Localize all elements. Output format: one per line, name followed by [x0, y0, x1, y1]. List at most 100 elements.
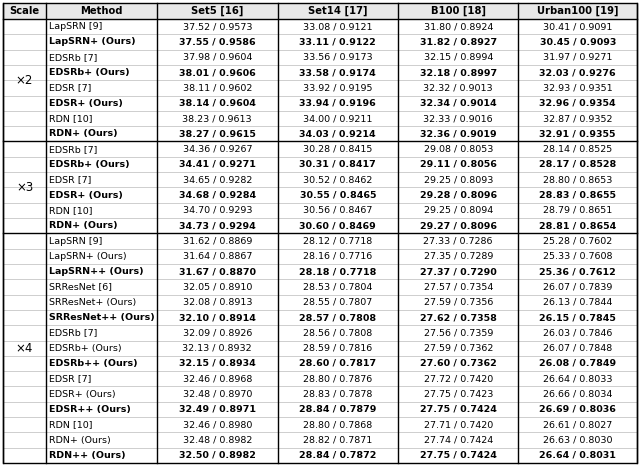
Text: 25.36 / 0.7612: 25.36 / 0.7612	[540, 267, 616, 276]
Text: 31.64 / 0.8867: 31.64 / 0.8867	[182, 252, 252, 261]
Text: 32.05 / 0.8910: 32.05 / 0.8910	[182, 282, 252, 291]
Text: 34.36 / 0.9267: 34.36 / 0.9267	[182, 144, 252, 154]
Text: 32.13 / 0.8932: 32.13 / 0.8932	[182, 343, 252, 353]
Text: 28.12 / 0.7718: 28.12 / 0.7718	[303, 237, 372, 246]
Text: 25.28 / 0.7602: 25.28 / 0.7602	[543, 237, 612, 246]
Text: 26.07 / 0.7848: 26.07 / 0.7848	[543, 343, 612, 353]
Text: 27.75 / 0.7423: 27.75 / 0.7423	[424, 390, 493, 398]
Text: Urban100 [19]: Urban100 [19]	[537, 6, 618, 16]
Text: EDSRb [7]: EDSRb [7]	[49, 53, 97, 62]
Text: B100 [18]: B100 [18]	[431, 6, 486, 16]
Text: 31.62 / 0.8869: 31.62 / 0.8869	[182, 237, 252, 246]
Text: 34.03 / 0.9214: 34.03 / 0.9214	[300, 130, 376, 138]
Text: 28.18 / 0.7718: 28.18 / 0.7718	[299, 267, 376, 276]
Text: 34.70 / 0.9293: 34.70 / 0.9293	[182, 206, 252, 215]
Text: 27.59 / 0.7356: 27.59 / 0.7356	[424, 298, 493, 307]
Text: SRResNet+ (Ours): SRResNet+ (Ours)	[49, 298, 136, 307]
Text: 38.01 / 0.9606: 38.01 / 0.9606	[179, 68, 255, 77]
Text: 26.03 / 0.7846: 26.03 / 0.7846	[543, 329, 612, 337]
Text: 34.41 / 0.9271: 34.41 / 0.9271	[179, 160, 256, 169]
Text: Scale: Scale	[10, 6, 40, 16]
Text: 32.08 / 0.8913: 32.08 / 0.8913	[182, 298, 252, 307]
Text: 27.35 / 0.7289: 27.35 / 0.7289	[424, 252, 493, 261]
Text: RDN [10]: RDN [10]	[49, 420, 93, 429]
Text: 28.17 / 0.8528: 28.17 / 0.8528	[539, 160, 616, 169]
Text: 28.83 / 0.7878: 28.83 / 0.7878	[303, 390, 372, 398]
Text: Set5 [16]: Set5 [16]	[191, 6, 243, 16]
Text: LapSRN+ (Ours): LapSRN+ (Ours)	[49, 37, 136, 47]
Text: 32.03 / 0.9276: 32.03 / 0.9276	[540, 68, 616, 77]
Text: 37.98 / 0.9604: 37.98 / 0.9604	[182, 53, 252, 62]
Text: 38.11 / 0.9602: 38.11 / 0.9602	[182, 83, 252, 92]
Text: 32.46 / 0.8980: 32.46 / 0.8980	[182, 420, 252, 429]
Text: 30.45 / 0.9093: 30.45 / 0.9093	[540, 37, 616, 47]
Text: EDSR [7]: EDSR [7]	[49, 374, 92, 384]
Text: 28.84 / 0.7879: 28.84 / 0.7879	[299, 405, 376, 414]
Text: 34.68 / 0.9284: 34.68 / 0.9284	[179, 191, 256, 199]
Text: 29.08 / 0.8053: 29.08 / 0.8053	[424, 144, 493, 154]
Text: 31.82 / 0.8927: 31.82 / 0.8927	[420, 37, 497, 47]
Text: 27.75 / 0.7424: 27.75 / 0.7424	[420, 405, 497, 414]
Text: 30.41 / 0.9091: 30.41 / 0.9091	[543, 22, 612, 31]
Text: 26.63 / 0.8030: 26.63 / 0.8030	[543, 436, 612, 445]
Text: 28.80 / 0.7876: 28.80 / 0.7876	[303, 374, 372, 384]
Text: 32.18 / 0.8997: 32.18 / 0.8997	[420, 68, 497, 77]
Bar	[3, 3, 637, 19]
Text: 34.65 / 0.9282: 34.65 / 0.9282	[182, 175, 252, 184]
Text: 34.00 / 0.9211: 34.00 / 0.9211	[303, 114, 372, 123]
Text: LapSRN [9]: LapSRN [9]	[49, 237, 102, 246]
Text: ×4: ×4	[16, 342, 33, 355]
Text: 28.59 / 0.7816: 28.59 / 0.7816	[303, 343, 372, 353]
Text: 27.71 / 0.7420: 27.71 / 0.7420	[424, 420, 493, 429]
Text: 27.72 / 0.7420: 27.72 / 0.7420	[424, 374, 493, 384]
Text: 32.46 / 0.8968: 32.46 / 0.8968	[182, 374, 252, 384]
Text: 33.11 / 0.9122: 33.11 / 0.9122	[300, 37, 376, 47]
Text: LapSRN+ (Ours): LapSRN+ (Ours)	[49, 252, 127, 261]
Text: 33.08 / 0.9121: 33.08 / 0.9121	[303, 22, 372, 31]
Text: LapSRN++ (Ours): LapSRN++ (Ours)	[49, 267, 144, 276]
Text: 33.94 / 0.9196: 33.94 / 0.9196	[300, 99, 376, 108]
Text: RDN [10]: RDN [10]	[49, 206, 93, 215]
Text: RDN+ (Ours): RDN+ (Ours)	[49, 221, 118, 230]
Text: 26.64 / 0.8033: 26.64 / 0.8033	[543, 374, 612, 384]
Text: 27.75 / 0.7424: 27.75 / 0.7424	[420, 451, 497, 460]
Text: 27.37 / 0.7290: 27.37 / 0.7290	[420, 267, 497, 276]
Text: 32.15 / 0.8994: 32.15 / 0.8994	[424, 53, 493, 62]
Text: 38.23 / 0.9613: 38.23 / 0.9613	[182, 114, 252, 123]
Text: RDN++ (Ours): RDN++ (Ours)	[49, 451, 125, 460]
Text: EDSRb+ (Ours): EDSRb+ (Ours)	[49, 343, 122, 353]
Text: 32.33 / 0.9016: 32.33 / 0.9016	[424, 114, 493, 123]
Text: EDSRb [7]: EDSRb [7]	[49, 144, 97, 154]
Text: 32.09 / 0.8926: 32.09 / 0.8926	[182, 329, 252, 337]
Text: 28.14 / 0.8525: 28.14 / 0.8525	[543, 144, 612, 154]
Text: 31.80 / 0.8924: 31.80 / 0.8924	[424, 22, 493, 31]
Text: 28.84 / 0.7872: 28.84 / 0.7872	[299, 451, 376, 460]
Text: 26.69 / 0.8036: 26.69 / 0.8036	[540, 405, 616, 414]
Text: 27.62 / 0.7358: 27.62 / 0.7358	[420, 313, 497, 322]
Text: 32.87 / 0.9352: 32.87 / 0.9352	[543, 114, 612, 123]
Text: 28.82 / 0.7871: 28.82 / 0.7871	[303, 436, 372, 445]
Text: 28.60 / 0.7817: 28.60 / 0.7817	[299, 359, 376, 368]
Text: 31.97 / 0.9271: 31.97 / 0.9271	[543, 53, 612, 62]
Text: EDSR+ (Ours): EDSR+ (Ours)	[49, 99, 123, 108]
Text: Method: Method	[81, 6, 123, 16]
Text: 28.55 / 0.7807: 28.55 / 0.7807	[303, 298, 372, 307]
Text: 34.73 / 0.9294: 34.73 / 0.9294	[179, 221, 255, 230]
Text: ×2: ×2	[16, 74, 33, 87]
Text: RDN+ (Ours): RDN+ (Ours)	[49, 436, 111, 445]
Text: 28.80 / 0.7868: 28.80 / 0.7868	[303, 420, 372, 429]
Text: EDSR++ (Ours): EDSR++ (Ours)	[49, 405, 131, 414]
Text: 30.56 / 0.8467: 30.56 / 0.8467	[303, 206, 372, 215]
Text: 27.56 / 0.7359: 27.56 / 0.7359	[424, 329, 493, 337]
Text: 30.28 / 0.8415: 30.28 / 0.8415	[303, 144, 372, 154]
Text: 32.36 / 0.9019: 32.36 / 0.9019	[420, 130, 497, 138]
Text: 27.59 / 0.7362: 27.59 / 0.7362	[424, 343, 493, 353]
Text: 29.25 / 0.8093: 29.25 / 0.8093	[424, 175, 493, 184]
Text: EDSRb+ (Ours): EDSRb+ (Ours)	[49, 160, 130, 169]
Text: 37.52 / 0.9573: 37.52 / 0.9573	[182, 22, 252, 31]
Text: 33.58 / 0.9174: 33.58 / 0.9174	[300, 68, 376, 77]
Text: 32.50 / 0.8982: 32.50 / 0.8982	[179, 451, 256, 460]
Text: 28.81 / 0.8654: 28.81 / 0.8654	[539, 221, 616, 230]
Text: 26.13 / 0.7844: 26.13 / 0.7844	[543, 298, 612, 307]
Text: LapSRN [9]: LapSRN [9]	[49, 22, 102, 31]
